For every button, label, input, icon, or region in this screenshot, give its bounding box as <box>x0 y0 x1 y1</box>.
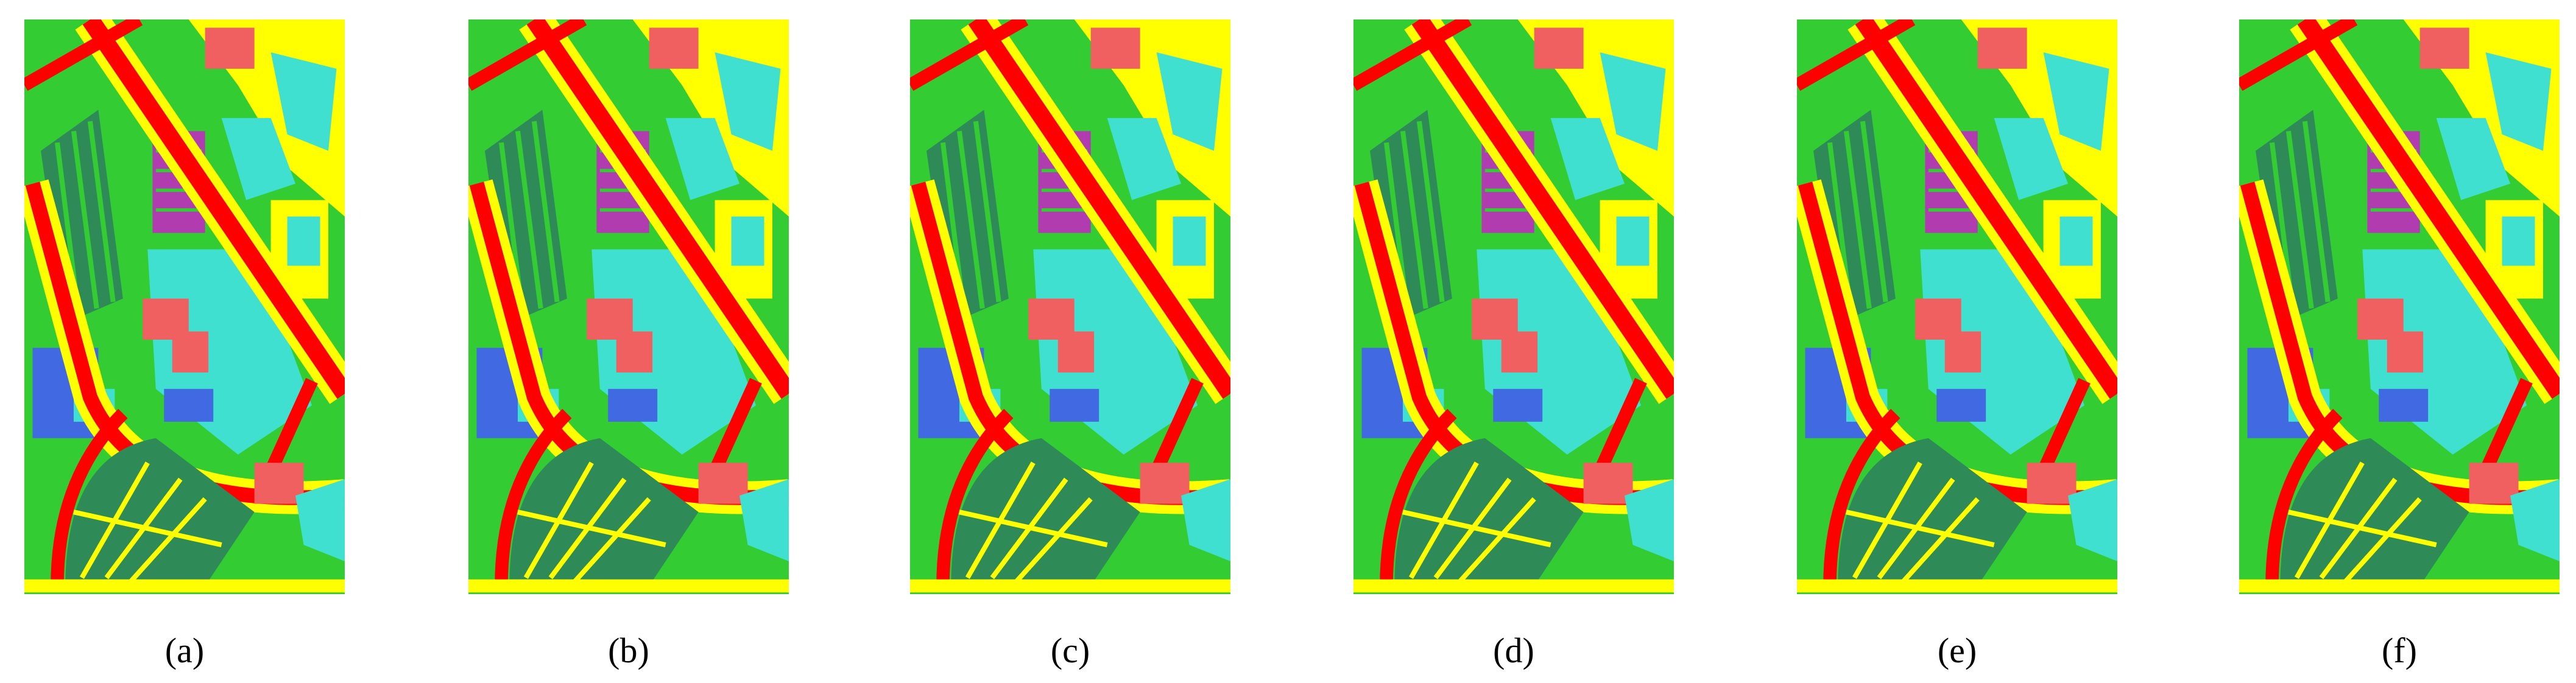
classification-map <box>1353 19 1674 594</box>
panel-label: (b) <box>608 631 649 670</box>
classification-map <box>2239 19 2560 594</box>
panel-label: (d) <box>1493 631 1534 670</box>
classification-map <box>1797 19 2117 594</box>
panel-label: (a) <box>165 631 204 670</box>
classification-map <box>910 19 1230 594</box>
panel-label: (c) <box>1051 631 1090 670</box>
panel-label: (f) <box>2382 631 2417 670</box>
panel-label: (e) <box>1938 631 1977 670</box>
classification-map <box>468 19 789 594</box>
classification-map <box>24 19 345 594</box>
